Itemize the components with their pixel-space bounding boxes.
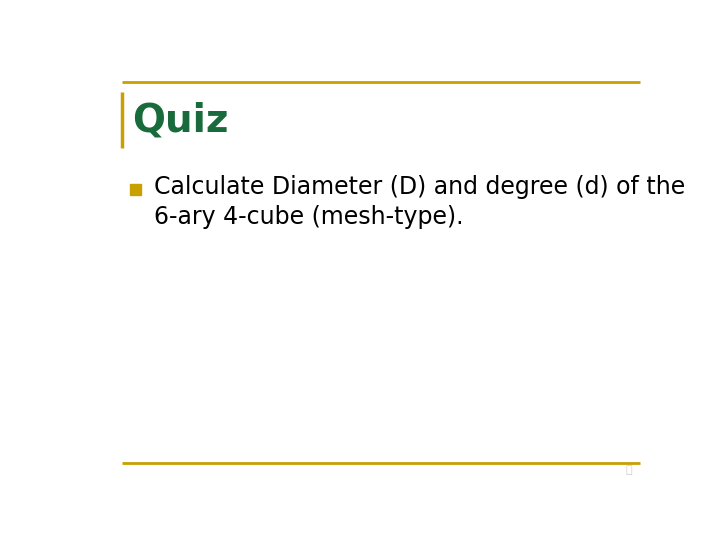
Text: 🔈: 🔈 xyxy=(625,465,631,475)
Text: Calculate Diameter (D) and degree (d) of the: Calculate Diameter (D) and degree (d) of… xyxy=(154,176,685,199)
Bar xyxy=(130,184,141,195)
Text: Quiz: Quiz xyxy=(132,102,228,140)
Text: 6-ary 4-cube (mesh-type).: 6-ary 4-cube (mesh-type). xyxy=(154,205,464,228)
